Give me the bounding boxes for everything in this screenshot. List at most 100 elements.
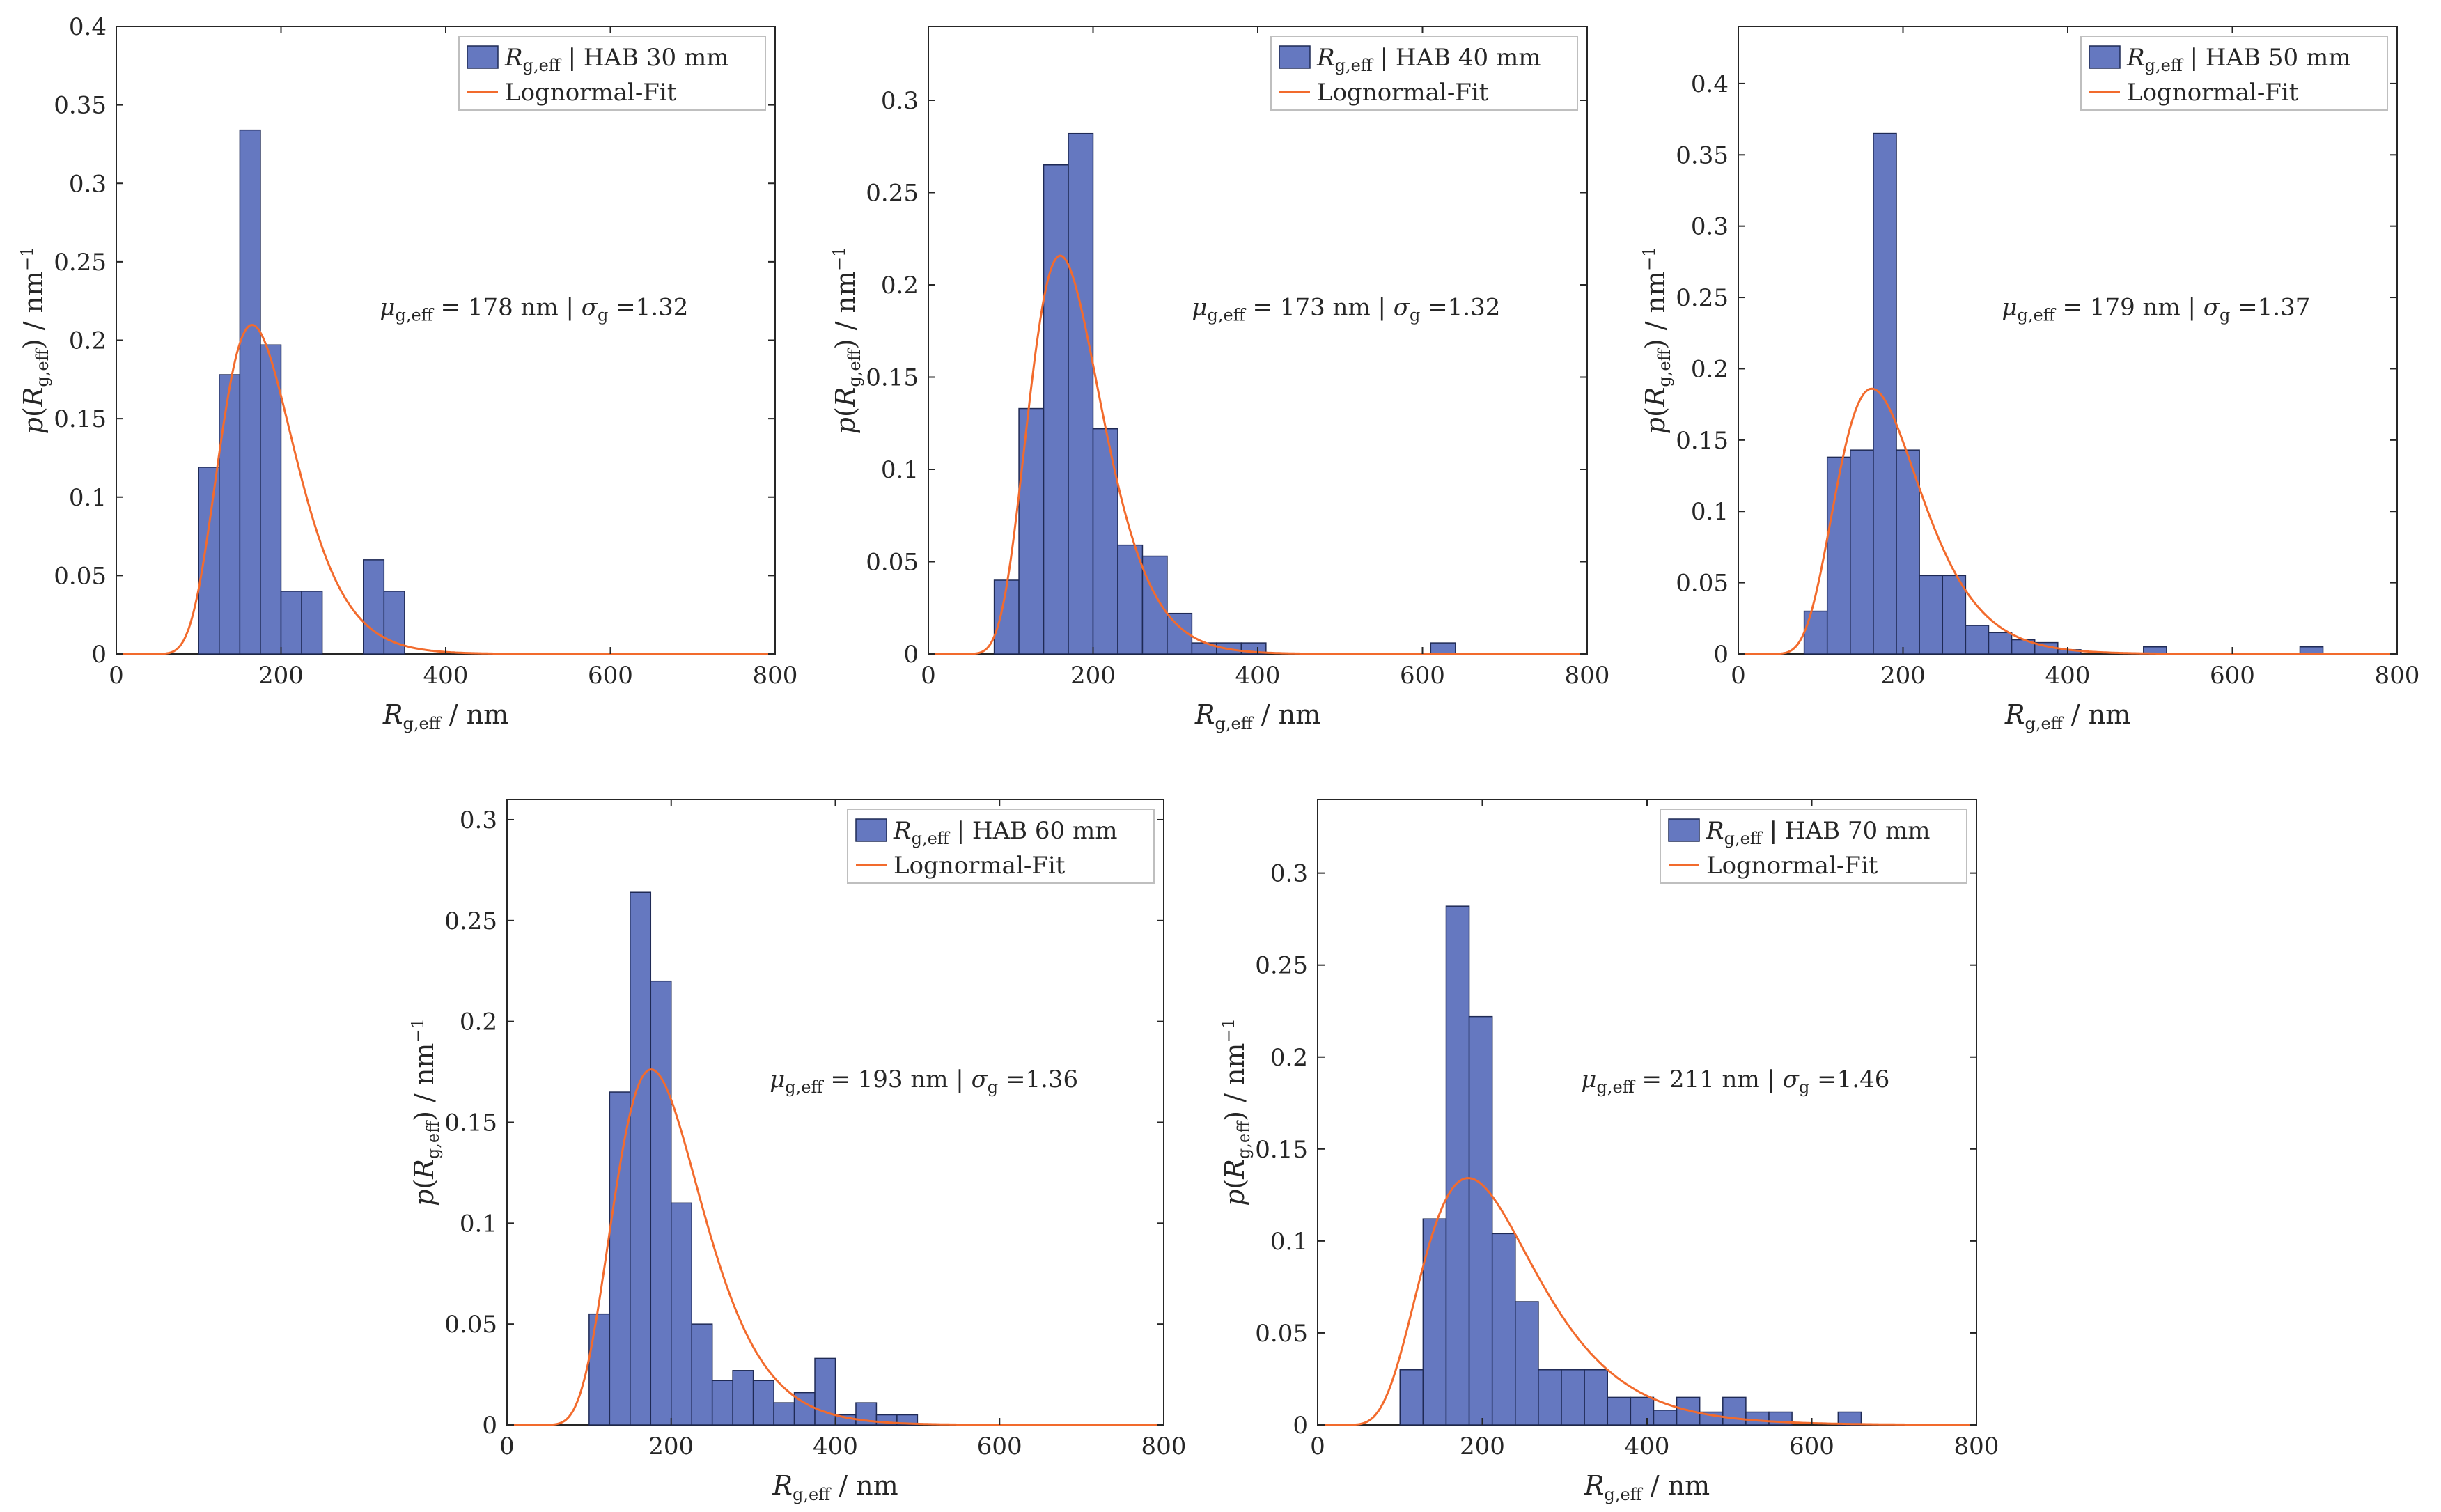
- histogram-bar: [752, 1380, 774, 1426]
- x-tick-label: 200: [258, 662, 304, 689]
- histogram-bar: [1607, 1396, 1632, 1426]
- legend-box: [458, 36, 766, 111]
- x-axis-label: Rg,eff / nm: [1194, 699, 1320, 733]
- histogram-bars: [1399, 905, 1862, 1426]
- legend-box: [1270, 36, 1578, 111]
- histogram-bar: [1515, 1301, 1539, 1426]
- y-tick-label: 0.1: [881, 456, 919, 484]
- y-tick-label: 0.25: [1676, 284, 1729, 312]
- x-tick-label: 0: [499, 1433, 515, 1460]
- fit-parameter-annotation: μg,eff = 193 nm | σg =1.36: [770, 1066, 1078, 1097]
- histogram-bar: [1445, 905, 1470, 1426]
- histogram-bar: [588, 1313, 611, 1426]
- y-tick-label: 0.3: [69, 170, 107, 198]
- x-tick-label: 800: [1954, 1433, 1999, 1460]
- x-tick-label: 600: [1789, 1433, 1834, 1460]
- histogram-bar: [198, 467, 220, 655]
- histogram-bar: [1043, 164, 1069, 655]
- histogram-bar: [1538, 1369, 1562, 1426]
- x-tick-label: 0: [1310, 1433, 1325, 1460]
- x-axis-label: Rg,eff / nm: [1584, 1470, 1710, 1504]
- x-tick-label: 400: [813, 1433, 858, 1460]
- histogram-bar: [691, 1323, 713, 1426]
- histogram-bar: [609, 1091, 631, 1426]
- histogram-bar: [1803, 610, 1828, 655]
- y-tick-label: 0.05: [1255, 1320, 1308, 1348]
- histogram-bar: [1092, 428, 1118, 655]
- histogram-bar: [1068, 132, 1094, 655]
- y-tick-label: 0.1: [1691, 498, 1729, 526]
- x-tick-label: 600: [1400, 662, 1445, 689]
- legend-entry-fit: Lognormal-Fit: [1706, 852, 1878, 880]
- x-tick-label: 200: [1460, 1433, 1505, 1460]
- histogram-bar: [1873, 132, 1897, 655]
- x-tick-label: 800: [2375, 662, 2420, 689]
- histogram-bar: [650, 980, 672, 1426]
- histogram-bars: [993, 132, 1456, 655]
- legend-bar-swatch: [1279, 45, 1311, 69]
- y-tick-label: 0.3: [881, 87, 919, 115]
- fit-parameter-annotation: μg,eff = 173 nm | σg =1.32: [1192, 293, 1500, 325]
- y-tick-label: 0.05: [54, 562, 107, 590]
- x-tick-label: 600: [2210, 662, 2255, 689]
- legend-bar-swatch: [855, 818, 887, 842]
- legend: Rg,eff | HAB 40 mm Lognormal-Fit: [1270, 36, 1578, 111]
- y-tick-label: 0.25: [1255, 952, 1308, 980]
- histogram-bar: [1141, 555, 1168, 655]
- plot-area-frame: [1317, 799, 1977, 1426]
- y-tick-label: 0.1: [69, 484, 107, 512]
- histogram-bars: [1803, 132, 2324, 655]
- legend-entry-histogram: Rg,eff | HAB 60 mm: [893, 817, 1117, 848]
- histogram-bar: [671, 1202, 692, 1426]
- legend: Rg,eff | HAB 60 mm Lognormal-Fit: [847, 809, 1155, 884]
- y-tick-label: 0: [1713, 641, 1729, 669]
- y-tick-label: 0.2: [881, 272, 919, 299]
- histogram-bar: [1850, 449, 1874, 655]
- histogram-bar: [1584, 1369, 1608, 1426]
- histogram-bar: [1422, 1218, 1447, 1426]
- y-tick-label: 0.4: [69, 13, 107, 41]
- y-tick-label: 0: [903, 641, 919, 669]
- fit-parameter-annotation: μg,eff = 211 nm | σg =1.46: [1581, 1066, 1889, 1097]
- histogram-bar: [1896, 449, 1920, 655]
- y-tick-label: 0.2: [460, 1008, 497, 1036]
- legend: Rg,eff | HAB 70 mm Lognormal-Fit: [1660, 809, 1967, 884]
- y-tick-label: 0: [1293, 1412, 1308, 1440]
- histogram-bar: [1826, 456, 1851, 655]
- legend-entry-histogram: Rg,eff | HAB 30 mm: [504, 44, 728, 75]
- chart-panel-5: 0 200 400 600 800 0 0.05 0.1 0.15 0.2 0.25 0.3 Rg,ef…: [1219, 799, 1999, 1504]
- histogram-bar: [219, 374, 241, 655]
- x-axis-label: Rg,eff / nm: [382, 699, 508, 733]
- y-tick-label: 0: [91, 641, 107, 669]
- chart-panel-4: 0 200 400 600 800 0 0.05 0.1 0.15 0.2 0.25 0.3 Rg,ef…: [408, 799, 1186, 1504]
- y-axis-label: p(Rg,eff) / nm−1: [1219, 1018, 1254, 1206]
- legend-entry-fit: Lognormal-Fit: [1317, 79, 1489, 107]
- histogram-bar: [1468, 1015, 1493, 1426]
- y-tick-label: 0.05: [444, 1311, 497, 1339]
- x-tick-label: 600: [977, 1433, 1022, 1460]
- y-tick-label: 0.35: [54, 92, 107, 120]
- x-axis-label: Rg,eff / nm: [2004, 699, 2130, 733]
- y-tick-label: 0.05: [866, 549, 919, 577]
- x-tick-label: 200: [1880, 662, 1926, 689]
- histogram-bar: [1430, 642, 1456, 655]
- legend-entry-histogram: Rg,eff | HAB 70 mm: [1706, 817, 1930, 848]
- legend-box: [847, 809, 1155, 884]
- y-tick-label: 0.4: [1691, 70, 1729, 98]
- y-tick-label: 0.25: [866, 180, 919, 208]
- lognormal-fit-line: [507, 1068, 1164, 1426]
- legend-box: [2080, 36, 2388, 111]
- y-axis-label: p(Rg,eff) / nm−1: [408, 1018, 443, 1206]
- y-tick-label: 0: [482, 1412, 497, 1440]
- y-tick-label: 0.15: [54, 405, 107, 433]
- y-axis-label: p(Rg,eff) / nm−1: [1639, 247, 1674, 435]
- y-tick-label: 0.3: [1691, 213, 1729, 241]
- legend-bar-swatch: [1668, 818, 1700, 842]
- histogram-bar: [630, 891, 652, 1426]
- histogram-bar: [1653, 1410, 1678, 1426]
- fit-parameter-annotation: μg,eff = 179 nm | σg =1.37: [2002, 293, 2310, 325]
- histogram-bar: [2299, 646, 2324, 655]
- histogram-bar: [301, 591, 323, 655]
- y-tick-label: 0.2: [69, 327, 107, 355]
